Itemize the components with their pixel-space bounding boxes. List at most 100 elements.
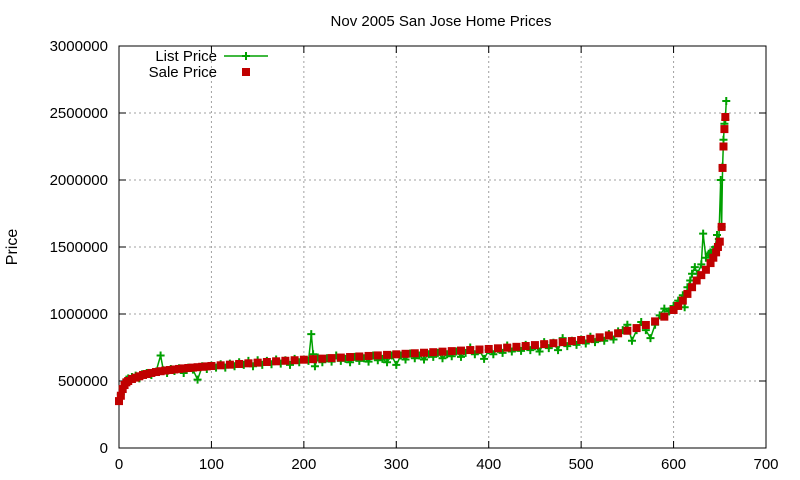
data-point (660, 304, 669, 313)
data-point (719, 135, 728, 144)
data-point (156, 351, 165, 360)
data-point (401, 349, 410, 358)
x-tick-label: 500 (569, 456, 594, 473)
data-point (151, 368, 160, 377)
data-point (193, 363, 202, 372)
data-point (554, 346, 563, 355)
data-point (285, 360, 294, 369)
data-point (713, 230, 722, 239)
y-tick-label: 1000000 (50, 306, 108, 323)
data-point (660, 312, 669, 321)
legend-label: Sale Price (149, 64, 217, 81)
data-point (683, 289, 692, 298)
data-point (161, 366, 170, 375)
x-tick-label: 100 (199, 456, 224, 473)
data-point (447, 347, 456, 356)
data-point (179, 364, 188, 373)
data-point (567, 337, 576, 346)
data-point (410, 349, 419, 358)
data-point (235, 359, 244, 368)
x-tick-label: 0 (115, 456, 123, 473)
series-layer (115, 96, 731, 406)
data-point (709, 253, 718, 262)
data-point (558, 338, 567, 347)
series-sale-price (115, 113, 730, 406)
data-point (544, 344, 553, 353)
y-axis-label: Price (4, 229, 21, 266)
data-point (701, 265, 710, 274)
data-point (627, 336, 636, 345)
chart-title: Nov 2005 San Jose Home Prices (331, 13, 552, 30)
data-point (690, 263, 699, 272)
y-tick-label: 0 (100, 440, 108, 457)
x-tick-label: 700 (753, 456, 778, 473)
data-point (614, 329, 623, 338)
data-point (225, 360, 234, 369)
data-point (142, 370, 151, 379)
data-point (503, 343, 512, 352)
data-point (207, 361, 216, 370)
data-point (175, 364, 184, 373)
data-point (281, 356, 290, 365)
data-point (651, 317, 660, 326)
data-point (429, 348, 438, 357)
data-point (498, 348, 507, 357)
data-point (307, 330, 316, 339)
data-point (697, 260, 706, 269)
y-tick-label: 500000 (58, 373, 108, 390)
data-point (318, 354, 327, 363)
data-point (692, 276, 701, 285)
data-point (540, 340, 549, 349)
data-point (715, 237, 724, 246)
data-point (310, 362, 319, 371)
x-tick-label: 200 (291, 456, 316, 473)
data-point (697, 271, 706, 280)
data-point (470, 350, 479, 359)
y-tick-label: 2000000 (50, 172, 108, 189)
data-point (336, 353, 345, 362)
data-point (521, 342, 530, 351)
data-point (456, 346, 465, 355)
data-point (706, 259, 715, 268)
data-point (156, 367, 165, 376)
data-point (165, 366, 174, 375)
data-point (563, 342, 572, 351)
data-point (202, 362, 211, 371)
data-point (272, 357, 281, 366)
data-point (244, 359, 253, 368)
data-point (632, 324, 641, 333)
grid-lines (119, 46, 766, 448)
y-tick-label: 2500000 (50, 105, 108, 122)
data-point (216, 361, 225, 370)
data-point (688, 283, 697, 292)
y-tick-label: 3000000 (50, 38, 108, 55)
data-point (674, 301, 683, 310)
data-point (717, 222, 726, 231)
data-point (512, 342, 521, 351)
data-point (489, 350, 498, 359)
data-point (420, 355, 429, 364)
data-point (198, 362, 207, 371)
data-point (392, 350, 401, 359)
legend-label: List Price (155, 48, 217, 65)
data-point (262, 357, 271, 366)
data-point (699, 229, 708, 238)
data-point (184, 364, 193, 373)
data-point (253, 358, 262, 367)
data-point (392, 360, 401, 369)
data-point (383, 358, 392, 367)
data-point (484, 344, 493, 353)
data-point (641, 320, 650, 329)
data-point (701, 253, 710, 262)
data-point (712, 248, 721, 257)
data-point (364, 351, 373, 360)
data-point (480, 354, 489, 363)
data-point (623, 326, 632, 335)
data-point (438, 347, 447, 356)
data-point (355, 352, 364, 361)
data-point (147, 368, 156, 377)
y-tick-label: 1500000 (50, 239, 108, 256)
data-point (188, 363, 197, 372)
